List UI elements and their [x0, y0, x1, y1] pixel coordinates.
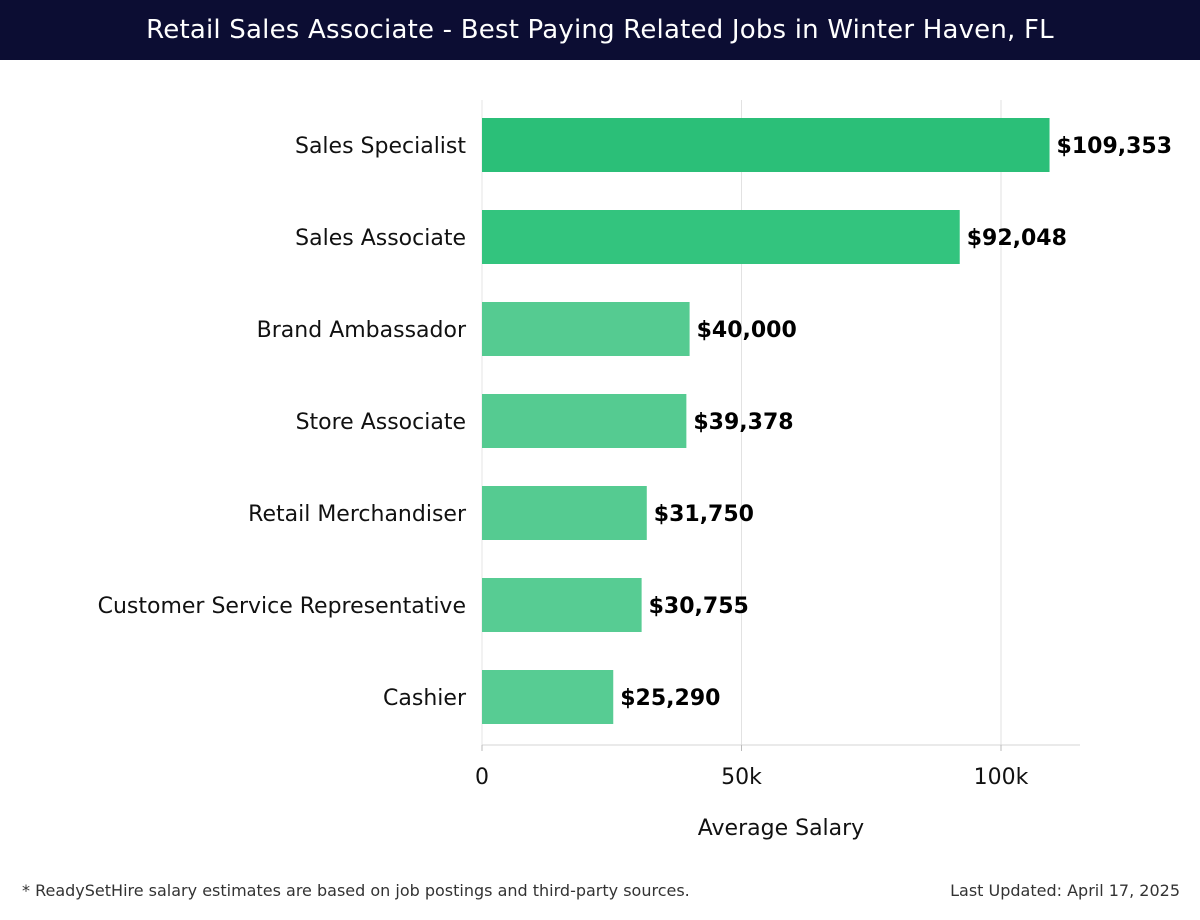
footer-note: * ReadySetHire salary estimates are base…: [22, 881, 690, 900]
last-updated: Last Updated: April 17, 2025: [950, 881, 1180, 900]
bar: [482, 578, 642, 632]
x-axis-label: Average Salary: [698, 816, 864, 841]
data-label: $92,048: [967, 226, 1067, 251]
category-label: Retail Merchandiser: [248, 502, 467, 527]
data-label: $39,378: [693, 410, 793, 435]
x-tick-label: 0: [475, 765, 489, 790]
x-tick-label: 100k: [974, 765, 1029, 790]
data-label: $31,750: [654, 502, 754, 527]
category-label: Store Associate: [296, 410, 466, 435]
bar-chart: Sales Specialist $109,353 Sales Associate $…: [98, 100, 1173, 841]
category-label: Cashier: [383, 686, 467, 711]
chart-title: Retail Sales Associate - Best Paying Rel…: [146, 15, 1054, 45]
x-tick-label: 50k: [721, 765, 762, 790]
bar: [482, 486, 647, 540]
data-label: $40,000: [697, 318, 797, 343]
bar: [482, 302, 690, 356]
bar: [482, 670, 614, 724]
category-label: Brand Ambassador: [257, 318, 467, 343]
bar: [482, 210, 960, 264]
bar: [482, 394, 687, 448]
bar: [482, 118, 1050, 172]
data-label: $109,353: [1057, 134, 1173, 159]
category-label: Customer Service Representative: [98, 594, 466, 619]
data-label: $25,290: [620, 686, 720, 711]
category-label: Sales Specialist: [295, 134, 466, 159]
title-bar: Retail Sales Associate - Best Paying Rel…: [0, 0, 1200, 60]
data-label: $30,755: [649, 594, 749, 619]
category-label: Sales Associate: [295, 226, 466, 251]
